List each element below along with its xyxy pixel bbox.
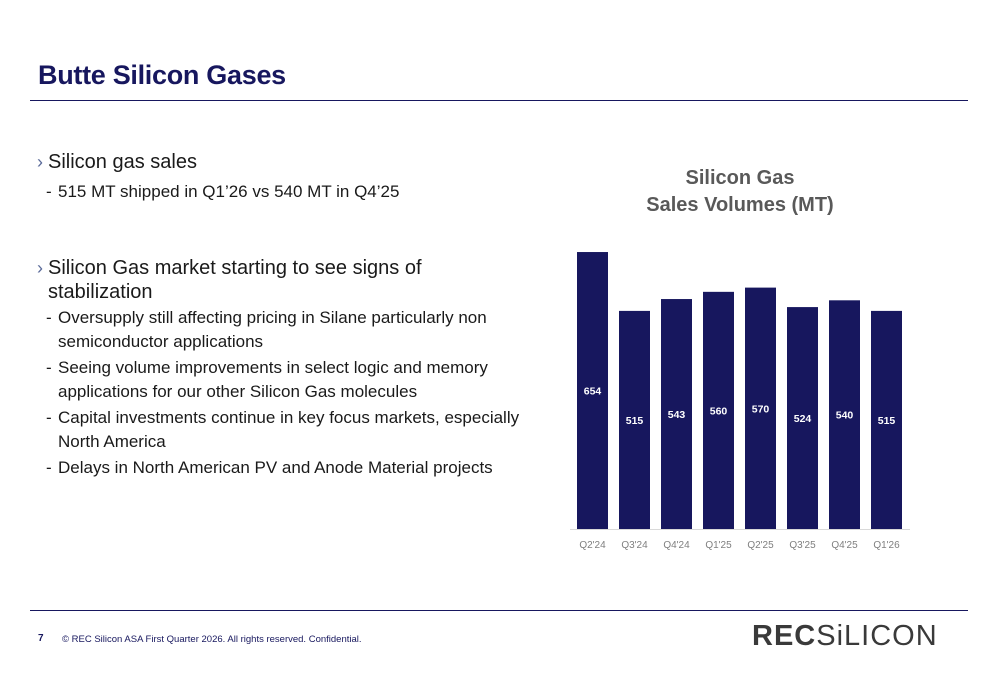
sub-bullet-item: - Capital investments continue in key fo… <box>38 406 528 454</box>
footer-copyright: © REC Silicon ASA First Quarter 2026. Al… <box>62 634 362 645</box>
bullet-text: Silicon gas sales <box>48 151 197 173</box>
sub-bullet-item: - Delays in North American PV and Anode … <box>38 456 528 480</box>
sub-bullet-text: Oversupply still affecting pricing in Si… <box>58 308 487 351</box>
page-title: Butte Silicon Gases <box>38 60 286 90</box>
x-tick-label: Q1'25 <box>705 540 732 551</box>
bar-Q2'24 <box>577 252 608 529</box>
bar-Q4'25 <box>829 300 860 529</box>
x-tick-label: Q3'24 <box>621 540 648 551</box>
chevron-right-icon: › <box>37 258 43 278</box>
sub-bullet-text: Seeing volume improvements in select log… <box>58 358 488 401</box>
header-divider <box>30 100 968 101</box>
footer-divider <box>30 610 968 611</box>
logo-part-silicon: SiLICON <box>816 620 938 652</box>
bar-Q3'24 <box>619 310 650 529</box>
sub-bullet-text: Delays in North American PV and Anode Ma… <box>58 458 493 477</box>
chart-title: Silicon Gas Sales Volumes (MT) <box>560 165 920 219</box>
data-label: 543 <box>668 409 686 421</box>
chevron-right-icon: › <box>37 152 43 172</box>
bullet-item: › Silicon Gas market starting to see sig… <box>37 256 528 304</box>
x-tick-label: Q4'25 <box>831 540 858 551</box>
x-tick-label: Q1'26 <box>873 540 900 551</box>
bar-Q4'24 <box>661 299 692 529</box>
logo-part-rec: REC <box>752 620 817 652</box>
chart-title-line: Sales Volumes (MT) <box>646 194 834 216</box>
chart-title-line: Silicon Gas <box>685 167 795 189</box>
bullet-text: Silicon Gas market starting to see signs… <box>48 257 422 303</box>
sub-bullet-item: - Oversupply still affecting pricing in … <box>38 306 528 354</box>
data-label: 515 <box>878 415 896 427</box>
x-tick-label: Q2'24 <box>579 540 606 551</box>
bar-Q2'25 <box>745 287 776 529</box>
bullet-item: › Silicon gas sales <box>37 150 528 174</box>
sub-bullet-item: - Seeing volume improvements in select l… <box>38 356 528 404</box>
page-number: 7 <box>38 633 44 644</box>
x-tick-label: Q4'24 <box>663 540 690 551</box>
data-label: 654 <box>584 386 602 398</box>
dash-icon: - <box>46 358 52 377</box>
x-tick-label: Q2'25 <box>747 540 774 551</box>
bar-Q1'25 <box>703 291 734 529</box>
sub-bullet-item: - 515 MT shipped in Q1’26 vs 540 MT in Q… <box>38 180 528 204</box>
dash-icon: - <box>46 182 52 201</box>
sub-bullet-text: 515 MT shipped in Q1’26 vs 540 MT in Q4’… <box>58 182 400 201</box>
dash-icon: - <box>46 408 52 427</box>
data-label: 515 <box>626 415 644 427</box>
data-label: 570 <box>752 403 770 415</box>
sub-bullet-text: Capital investments continue in key focu… <box>58 408 520 451</box>
data-label: 524 <box>794 413 812 425</box>
data-label: 540 <box>836 410 854 422</box>
bar-Q1'26 <box>871 310 902 529</box>
bar-Q3'25 <box>787 307 818 529</box>
dash-icon: - <box>46 308 52 327</box>
dash-icon: - <box>46 458 52 477</box>
data-label: 560 <box>710 405 728 417</box>
company-logo: RECSiLICON <box>752 620 938 653</box>
bar-chart: 654 Q2'24 515 Q3'24 543 Q4'24 560 Q1'25 570 Q2'25… <box>570 252 910 551</box>
bullet-list: › Silicon gas sales - 515 MT shipped in … <box>37 150 528 480</box>
x-tick-label: Q3'25 <box>789 540 816 551</box>
